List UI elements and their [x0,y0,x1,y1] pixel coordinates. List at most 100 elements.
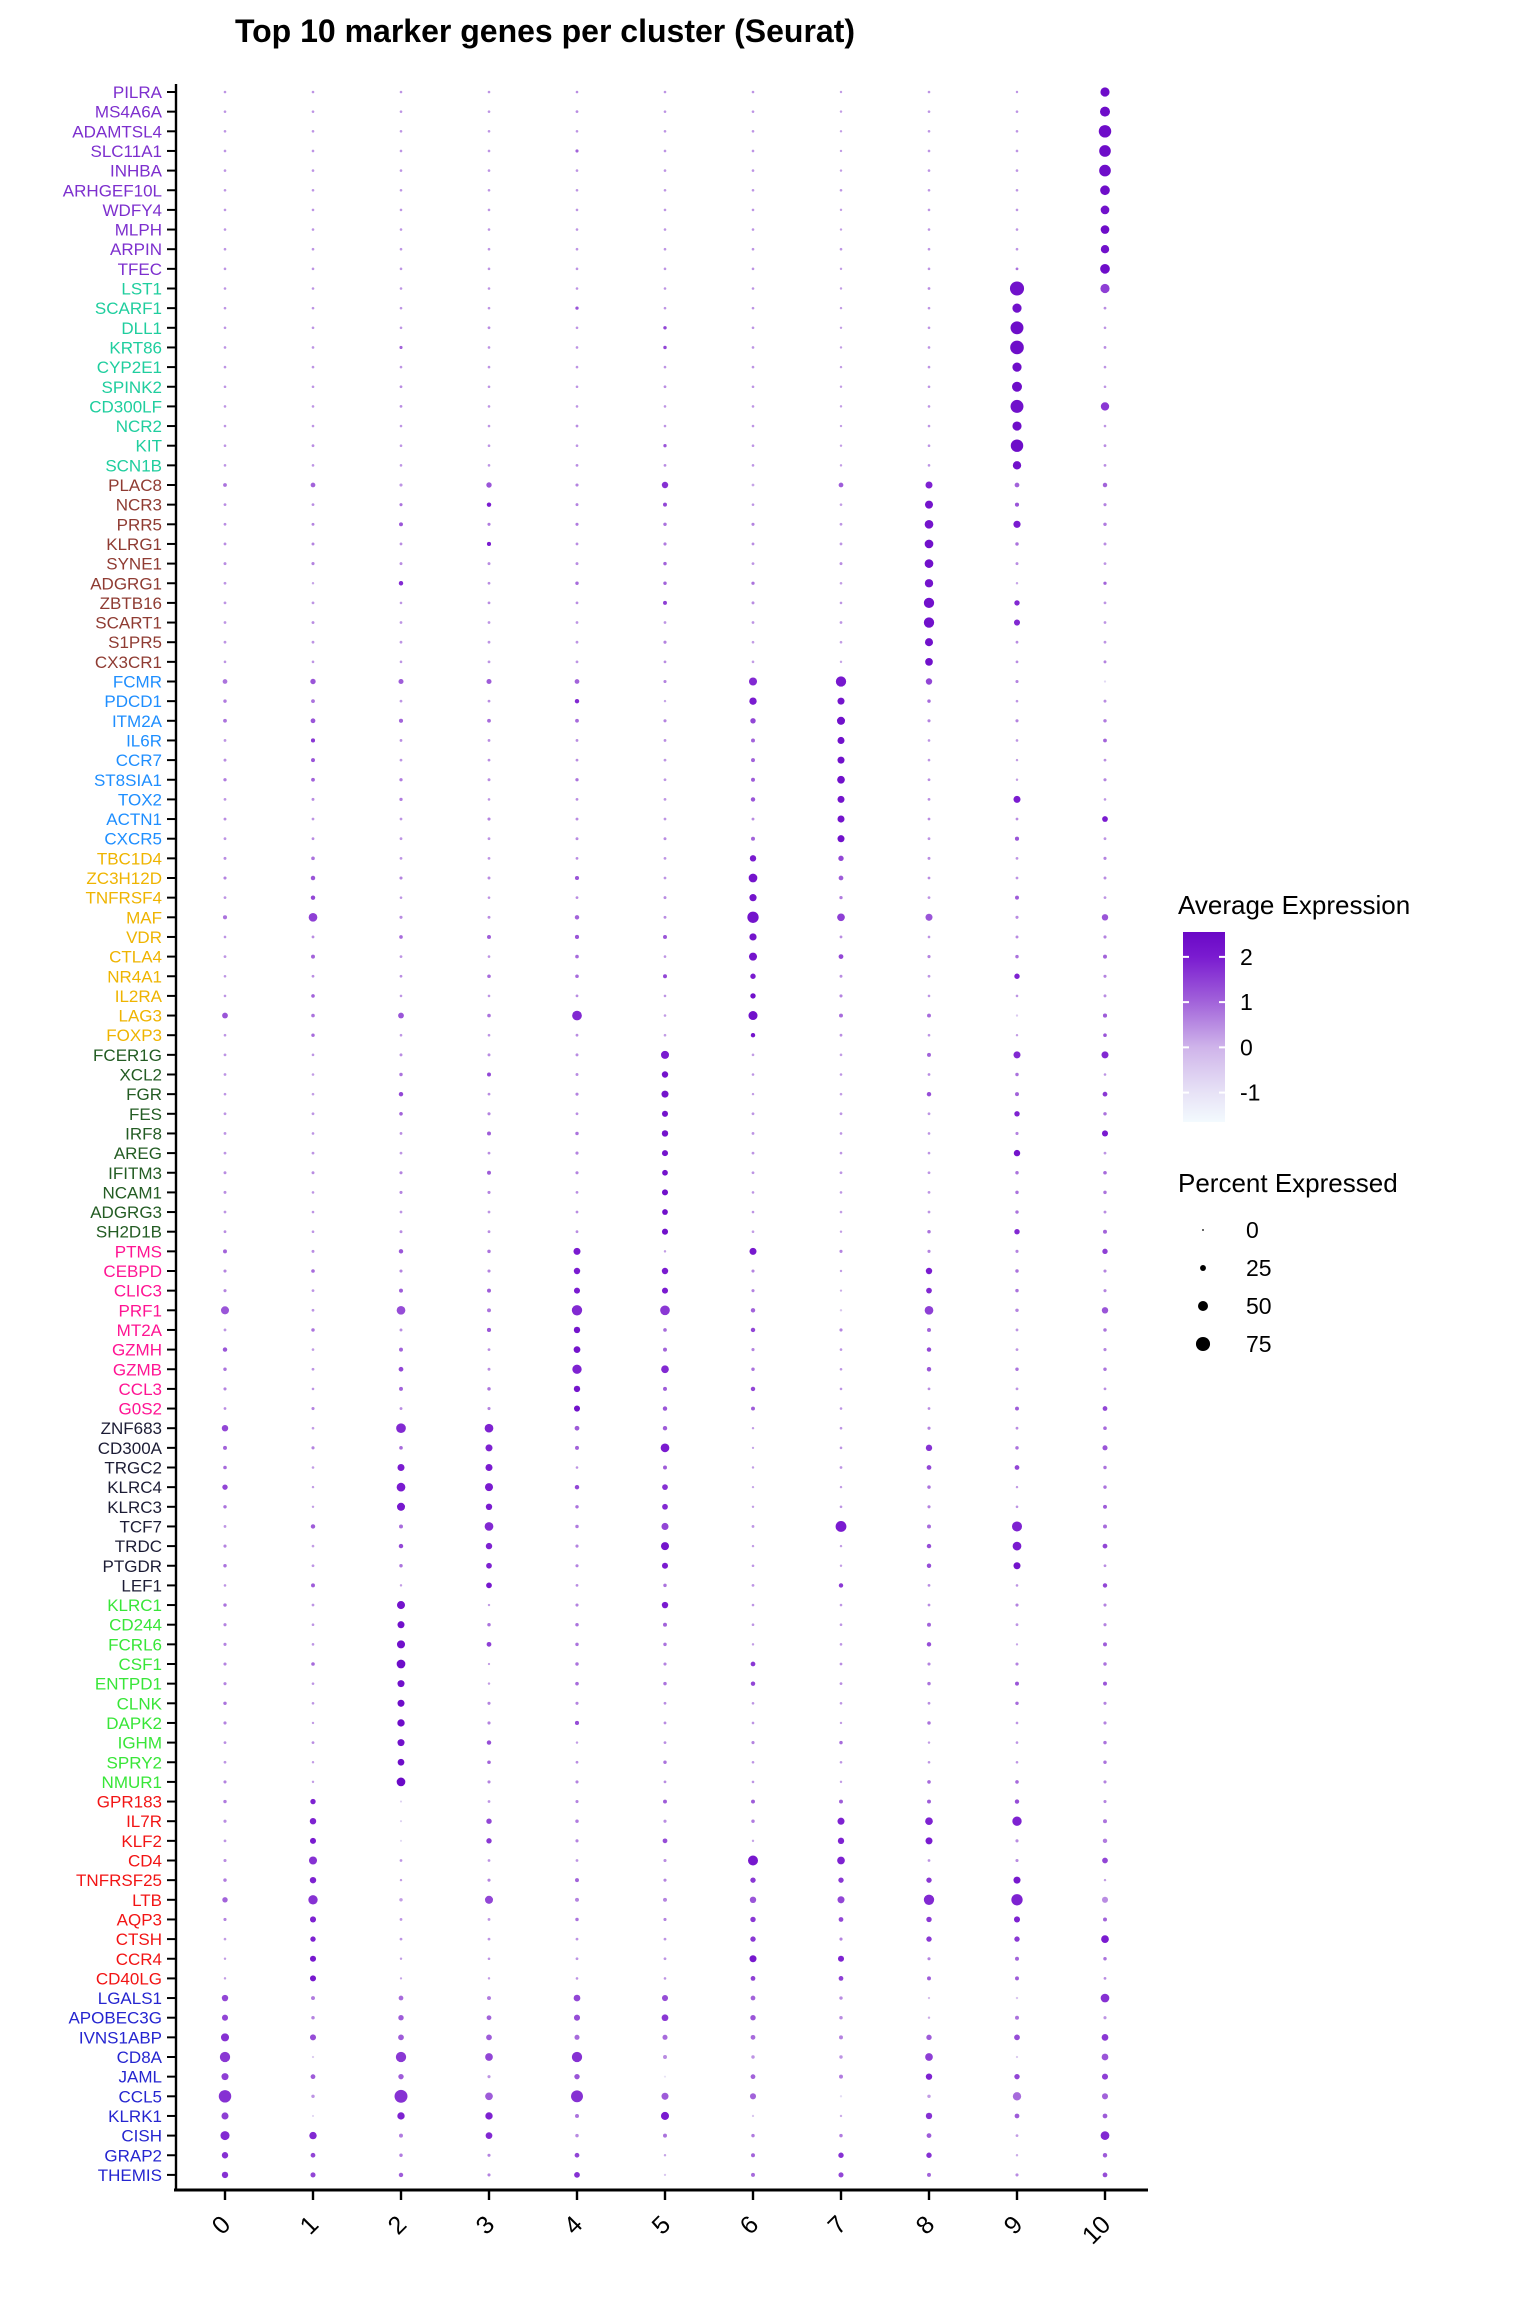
dot [487,1367,491,1371]
dot [311,640,315,644]
dot [394,2089,408,2103]
dot [751,228,755,231]
dot [223,1289,227,1293]
dot [1103,1878,1107,1882]
dot [661,2092,669,2100]
dot [663,267,667,271]
gene-label: ADGRG3 [90,1203,162,1222]
dot [1013,795,1021,803]
dot [1103,1289,1107,1293]
dot [925,481,933,489]
dot [487,1269,491,1273]
gene-label: TBC1D4 [97,849,162,868]
dot [575,581,579,585]
dot [575,463,579,467]
dot [751,90,755,94]
dot [1015,169,1019,172]
dot [927,129,931,133]
dot [487,1721,491,1725]
dot [486,1838,492,1844]
dot [1103,1328,1107,1332]
dot [311,621,315,625]
dot [487,1701,491,1705]
dot [221,2073,229,2081]
dot [1103,1957,1107,1961]
dot [222,1897,228,1903]
dot [1012,1541,1022,1551]
dot [311,1249,315,1253]
dot [1015,1210,1019,1214]
dot [924,1305,934,1315]
dot [223,1190,227,1194]
gene-label: CTSH [116,1930,162,1949]
colorbar-tick-label: -1 [1240,1080,1260,1106]
dot [1103,503,1107,507]
dot [399,1347,403,1352]
dot [927,1151,931,1155]
dot [311,1387,315,1391]
dot [223,444,227,448]
dot [222,1012,228,1019]
dot [1103,994,1107,998]
dot [661,1365,669,1374]
gene-label: KLF2 [121,1832,162,1851]
dot [1103,601,1107,605]
dot [924,500,934,509]
dot [311,365,315,369]
dot [311,424,315,428]
dot [839,2015,843,2020]
dot [663,1721,667,1725]
dot [486,678,492,685]
dot [1015,208,1019,212]
dot [487,1918,491,1921]
dot [663,955,667,958]
dot [927,1603,931,1607]
dot [1103,680,1107,683]
dot [395,2051,407,2063]
dot [575,778,579,782]
dot [751,1525,755,1528]
dot [399,817,403,821]
gene-label: ACTN1 [106,810,162,829]
dot [399,1190,403,1194]
dot [927,169,931,172]
dot [1014,600,1020,606]
dot [487,562,491,566]
dot [839,1328,843,1332]
dot [487,739,491,742]
dot [1015,228,1019,231]
dot [1103,1721,1107,1725]
dot [663,581,667,585]
dot [926,1347,932,1352]
dot [311,208,315,212]
dot [311,601,315,605]
dot [573,1385,581,1393]
dot [1015,2173,1019,2177]
dot [397,1621,405,1629]
dot [311,974,315,978]
dot [487,778,491,782]
dot [223,1858,227,1863]
dot [751,1584,755,1587]
dot [487,228,491,231]
dot [1103,1799,1107,1804]
dot [663,1799,667,1804]
dot [575,974,579,979]
dot [573,1287,581,1294]
dot [223,1367,227,1371]
dot [399,345,403,350]
dot [309,1876,317,1884]
dot [575,1603,579,1607]
x-tick-label: 4 [559,2210,589,2240]
dot [1101,1051,1109,1059]
dot [487,758,491,762]
dot [750,973,756,979]
dot [1015,1288,1019,1293]
gene-label: CD300LF [89,397,162,416]
dot [575,405,579,408]
gene-label: FES [129,1105,162,1124]
dot [839,1132,843,1135]
dot [399,1820,403,1823]
dot [662,1484,668,1491]
gene-label: CLNK [117,1694,163,1713]
